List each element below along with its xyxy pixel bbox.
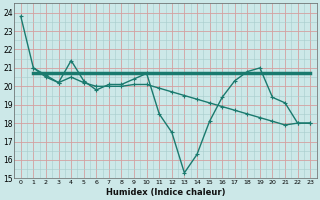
X-axis label: Humidex (Indice chaleur): Humidex (Indice chaleur) [106, 188, 225, 197]
